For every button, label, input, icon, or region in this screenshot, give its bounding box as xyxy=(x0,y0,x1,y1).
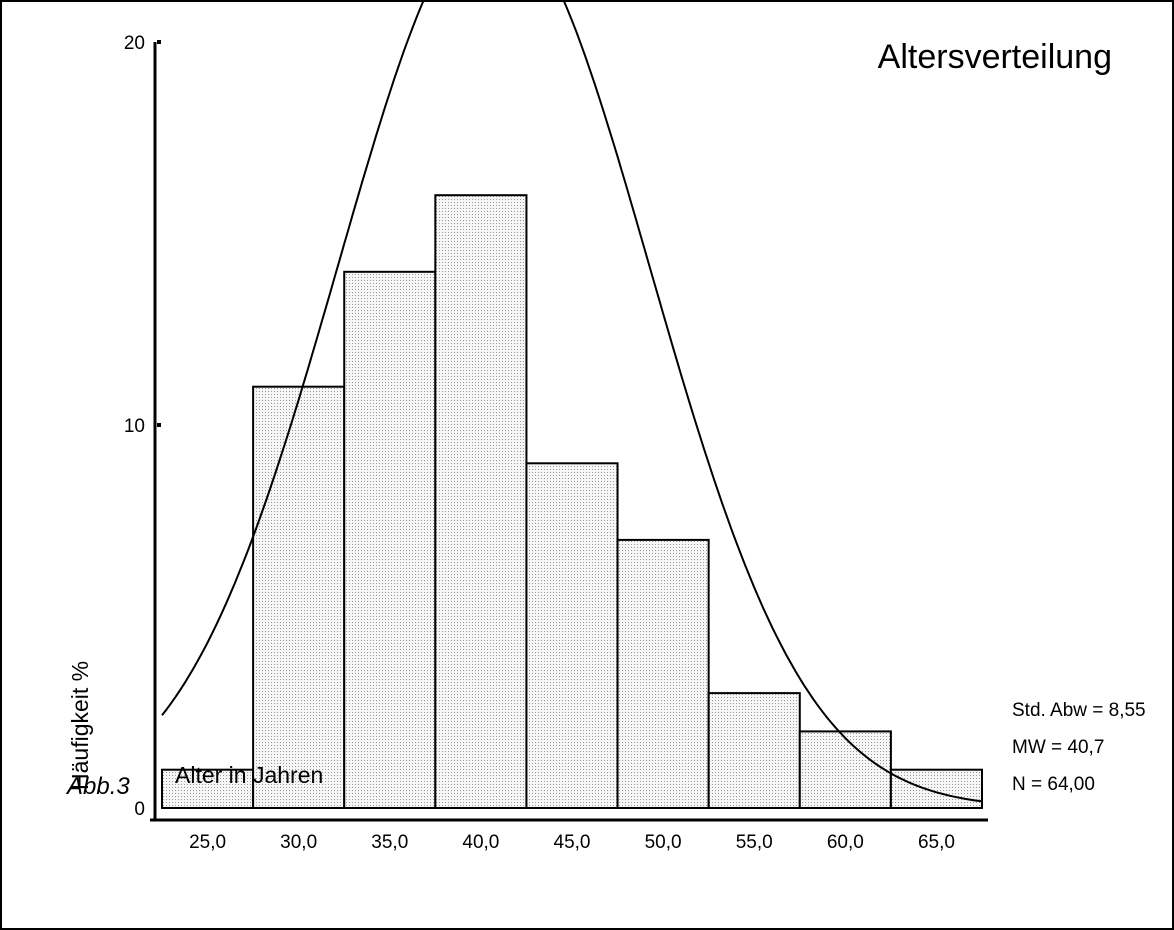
x-tick-label: 25,0 xyxy=(189,832,226,853)
bars-group xyxy=(161,194,984,810)
stat-mw: MW = 40,7 xyxy=(1012,737,1104,758)
x-tick-label: 65,0 xyxy=(918,832,955,853)
histogram-bar xyxy=(434,194,528,809)
x-tick-label: 55,0 xyxy=(736,832,773,853)
histogram-bar xyxy=(161,768,255,810)
x-tick-label: 35,0 xyxy=(371,832,408,853)
stat-n: N = 64,00 xyxy=(1012,774,1095,795)
x-ticks-group: 25,0 30,0 35,0 40,0 45,0 50,0 55,0 60,0 65,0 xyxy=(189,832,955,853)
normal-curve-line xyxy=(161,0,983,803)
y-tick-label: 10 xyxy=(124,416,145,437)
chart-title: Altersverteilung xyxy=(878,38,1112,76)
histogram-bar xyxy=(343,270,437,809)
figure-caption: Abb.3 xyxy=(65,773,130,800)
x-tick-label: 60,0 xyxy=(827,832,864,853)
y-tick-mark xyxy=(157,423,161,427)
x-tick-label: 30,0 xyxy=(280,832,317,853)
stat-std-abw: Std. Abw = 8,55 xyxy=(1012,700,1146,721)
x-tick-label: 50,0 xyxy=(645,832,682,853)
x-axis-label: Alter in Jahren xyxy=(175,762,323,788)
x-tick-label: 40,0 xyxy=(462,832,499,853)
histogram-bar xyxy=(252,385,346,809)
histogram-bar xyxy=(525,462,619,809)
histogram-bar xyxy=(889,768,984,810)
x-tick-label: 45,0 xyxy=(554,832,591,853)
y-tick-mark xyxy=(157,40,161,44)
histogram-bar xyxy=(616,538,710,810)
y-ticks-group: 0 10 20 xyxy=(124,33,161,820)
histogram-bar xyxy=(707,692,801,809)
y-tick-label: 20 xyxy=(124,33,145,54)
y-tick-label: 0 xyxy=(134,799,145,820)
y-axis-label: Häufigkeit % xyxy=(67,661,93,790)
histogram-bar xyxy=(798,730,892,810)
